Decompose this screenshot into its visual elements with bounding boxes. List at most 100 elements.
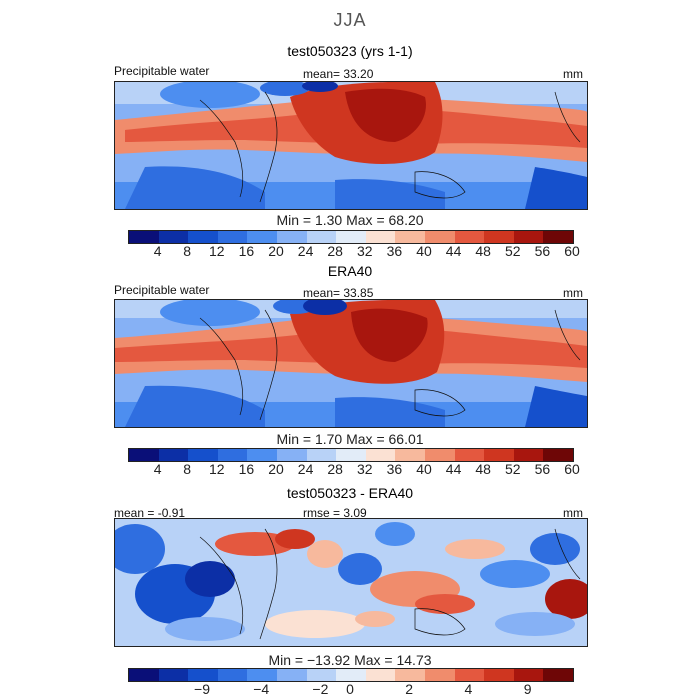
colorbar-swatch bbox=[513, 449, 544, 461]
colorbar-tick-label: 36 bbox=[386, 461, 403, 477]
colorbar-swatch bbox=[424, 669, 455, 681]
panel-2-colorbar bbox=[128, 448, 574, 462]
panel-1-title: test050323 (yrs 1-1) bbox=[287, 43, 413, 59]
panel-3-rmse-label: rmse = 3.09 bbox=[303, 506, 367, 520]
colorbar-swatch bbox=[484, 231, 514, 243]
colorbar-swatch bbox=[365, 449, 396, 461]
colorbar-swatch bbox=[306, 449, 337, 461]
colorbar-tick-label: 40 bbox=[416, 461, 432, 477]
colorbar-tick-label: −9 bbox=[194, 681, 210, 697]
colorbar-swatch bbox=[454, 449, 485, 461]
panel-2-units: mm bbox=[563, 286, 583, 300]
colorbar-swatch bbox=[513, 669, 544, 681]
colorbar-swatch bbox=[336, 449, 366, 461]
colorbar-swatch bbox=[276, 231, 307, 243]
panel-3-colorbar-ticks: −9 −4 −2 0 2 4 9 bbox=[128, 681, 574, 697]
panel-1-variable-label: Precipitable water bbox=[114, 64, 210, 78]
colorbar-swatch bbox=[336, 231, 366, 243]
colorbar-tick-label: 12 bbox=[209, 243, 225, 259]
colorbar-swatch bbox=[395, 669, 425, 681]
colorbar-swatch bbox=[247, 669, 277, 681]
colorbar-tick-label: 36 bbox=[386, 243, 403, 259]
panel-1-colorbar bbox=[128, 230, 574, 244]
colorbar-swatch bbox=[188, 449, 218, 461]
colorbar-tick-label: 56 bbox=[534, 461, 551, 477]
panel-3-units: mm bbox=[563, 506, 583, 520]
panel-2-minmax: Min = 1.70 Max = 66.01 bbox=[276, 431, 424, 447]
colorbar-swatch bbox=[158, 449, 189, 461]
colorbar-tick-label: 4 bbox=[153, 243, 162, 259]
colorbar-tick-label: 12 bbox=[209, 461, 225, 477]
colorbar-tick-label: −4 bbox=[253, 681, 270, 697]
colorbar-swatch bbox=[129, 231, 159, 243]
colorbar-swatch bbox=[129, 449, 159, 461]
colorbar-swatch bbox=[217, 449, 248, 461]
panel-1-colorbar-ticks: 4 8 12 16 20 24 28 32 36 40 44 48 52 56 60 bbox=[128, 243, 580, 259]
colorbar-tick-label: 24 bbox=[297, 243, 314, 259]
colorbar-swatch bbox=[395, 449, 425, 461]
colorbar-swatch bbox=[454, 669, 485, 681]
colorbar-swatch bbox=[484, 669, 514, 681]
colorbar-tick-label: 44 bbox=[445, 243, 462, 259]
panel-2-map bbox=[114, 299, 588, 428]
colorbar-swatch bbox=[543, 231, 573, 243]
colorbar-swatch bbox=[365, 231, 396, 243]
colorbar-swatch bbox=[188, 231, 218, 243]
colorbar-tick-label: 9 bbox=[523, 681, 532, 697]
colorbar-tick-label: −2 bbox=[312, 681, 329, 697]
colorbar-tick-label: 20 bbox=[268, 243, 284, 259]
colorbar-swatch bbox=[543, 449, 573, 461]
panel-2-mean-label: mean= 33.85 bbox=[303, 286, 374, 300]
panel-3-colorbar bbox=[128, 668, 574, 682]
colorbar-swatch bbox=[454, 231, 485, 243]
panel-3-minmax: Min = −13.92 Max = 14.73 bbox=[268, 652, 432, 668]
colorbar-tick-label: 28 bbox=[327, 461, 343, 477]
colorbar-swatch bbox=[365, 669, 396, 681]
colorbar-tick-label: 8 bbox=[183, 243, 192, 259]
colorbar-swatch bbox=[306, 231, 337, 243]
colorbar-tick-label: 48 bbox=[475, 461, 491, 477]
colorbar-tick-label: 0 bbox=[346, 681, 354, 697]
colorbar-tick-label: 40 bbox=[416, 243, 432, 259]
colorbar-tick-label: 16 bbox=[238, 243, 255, 259]
colorbar-swatch bbox=[247, 231, 277, 243]
colorbar-tick-label: 32 bbox=[357, 461, 373, 477]
colorbar-tick-label: 4 bbox=[464, 681, 473, 697]
colorbar-swatch bbox=[543, 669, 573, 681]
colorbar-tick-label: 48 bbox=[475, 243, 491, 259]
panel-2-variable-label: Precipitable water bbox=[114, 283, 210, 297]
panel-1-units: mm bbox=[563, 67, 583, 81]
colorbar-tick-label: 16 bbox=[238, 461, 255, 477]
colorbar-tick-label: 20 bbox=[268, 461, 284, 477]
panel-3-mean-label: mean = -0.91 bbox=[114, 506, 186, 520]
panel-2-colorbar-ticks: 4 8 12 16 20 24 28 32 36 40 44 48 52 56 60 bbox=[128, 461, 580, 477]
colorbar-tick-label: 60 bbox=[564, 243, 580, 259]
colorbar-swatch bbox=[158, 231, 189, 243]
colorbar-swatch bbox=[158, 669, 189, 681]
colorbar-tick-label: 60 bbox=[564, 461, 580, 477]
colorbar-swatch bbox=[188, 669, 218, 681]
colorbar-swatch bbox=[484, 449, 514, 461]
colorbar-swatch bbox=[513, 231, 544, 243]
colorbar-swatch bbox=[247, 449, 277, 461]
panel-1-mean-label: mean= 33.20 bbox=[303, 67, 374, 81]
colorbar-tick-label: 28 bbox=[327, 243, 343, 259]
colorbar-swatch bbox=[336, 669, 366, 681]
panel-3-map bbox=[114, 518, 588, 647]
colorbar-tick-label: 32 bbox=[357, 243, 373, 259]
colorbar-tick-label: 2 bbox=[405, 681, 414, 697]
colorbar-tick-label: 8 bbox=[183, 461, 192, 477]
colorbar-swatch bbox=[217, 669, 248, 681]
panel-1-map bbox=[114, 81, 588, 210]
panel-2-title: ERA40 bbox=[327, 263, 373, 279]
colorbar-swatch bbox=[217, 231, 248, 243]
colorbar-swatch bbox=[276, 669, 307, 681]
colorbar-swatch bbox=[129, 669, 159, 681]
panel-3-title: test050323 - ERA40 bbox=[286, 485, 414, 501]
panel-1-minmax: Min = 1.30 Max = 68.20 bbox=[276, 212, 424, 228]
colorbar-tick-label: 52 bbox=[505, 461, 521, 477]
colorbar-tick-label: 56 bbox=[534, 243, 551, 259]
colorbar-tick-label: 44 bbox=[445, 461, 462, 477]
colorbar-swatch bbox=[306, 669, 337, 681]
figure-title: JJA bbox=[333, 10, 367, 30]
